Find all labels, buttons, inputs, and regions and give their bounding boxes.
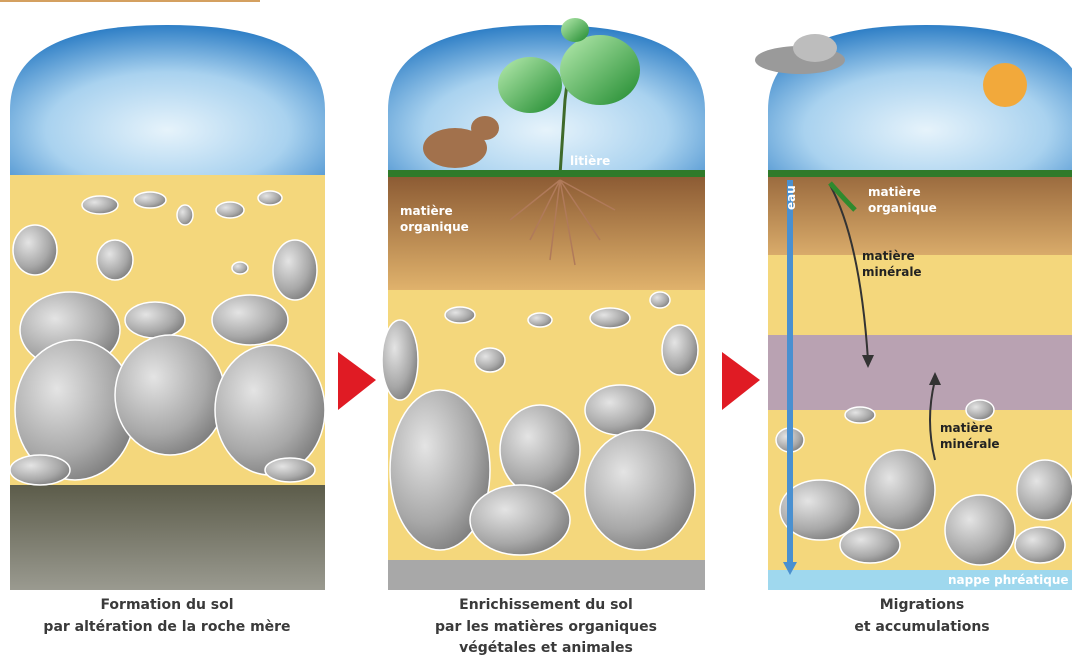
label-organic: organique	[400, 220, 469, 234]
label-mineral: minérale	[862, 265, 922, 279]
arrow-right	[722, 352, 760, 410]
caption-line: Enrichissement du sol	[459, 597, 633, 613]
label-mineral: minérale	[940, 437, 1000, 451]
label-water-table: nappe phréatique	[948, 573, 1069, 587]
arrow-right	[338, 352, 376, 410]
caption-line: Formation du sol	[100, 597, 233, 613]
label-organic: matière	[400, 204, 453, 218]
top-rule	[0, 0, 260, 2]
label-water: eau	[784, 185, 798, 210]
label-organic: matière	[868, 185, 921, 199]
label-mineral: matière	[862, 249, 915, 263]
caption-line: par les matières organiques	[435, 619, 657, 635]
caption-line: et accumulations	[854, 619, 989, 635]
label-mineral: matière	[940, 421, 993, 435]
caption-line: Migrations	[880, 597, 965, 613]
panel-1: Formation du sol par altération de la ro…	[9, 25, 326, 635]
caption-line: par altération de la roche mère	[43, 619, 290, 635]
panel-2: litière matière organique Enrichissement…	[381, 18, 705, 656]
caption-line: végétales et animales	[459, 640, 633, 656]
panel-3: eau matière organique matière minérale m…	[755, 25, 1072, 635]
label-organic: organique	[868, 201, 937, 215]
label-litter: litière	[570, 154, 610, 168]
